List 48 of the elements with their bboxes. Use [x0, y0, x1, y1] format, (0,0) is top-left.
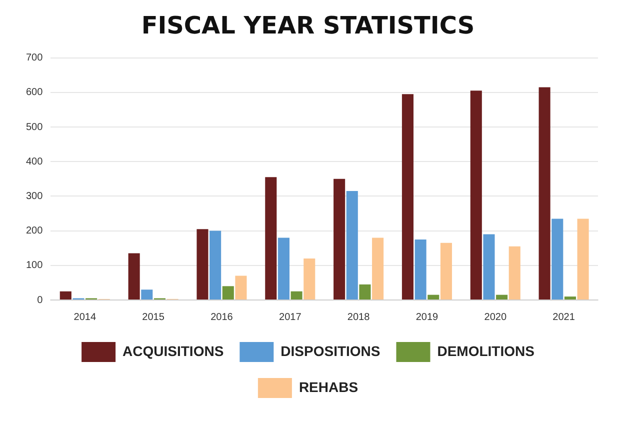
bar — [496, 294, 508, 300]
bar — [60, 291, 72, 300]
bar — [577, 218, 589, 300]
legend-label: REHABS — [298, 378, 358, 395]
bar — [414, 239, 426, 300]
bar — [470, 90, 482, 300]
x-tick-label: 2021 — [552, 312, 576, 323]
x-tick-label: 2018 — [347, 312, 370, 323]
bar — [428, 294, 440, 300]
bar — [334, 178, 346, 300]
y-tick-label: 100 — [26, 260, 44, 272]
x-tick-label: 2016 — [210, 312, 234, 323]
x-tick-label: 2015 — [142, 312, 165, 323]
bar — [196, 229, 208, 300]
bar — [210, 230, 222, 300]
y-tick-label: 600 — [26, 87, 44, 98]
bar — [278, 238, 290, 300]
bar — [265, 177, 277, 300]
x-tick-label: 2019 — [416, 312, 439, 323]
y-tick-label: 400 — [26, 156, 44, 168]
bar — [346, 191, 358, 300]
bar — [359, 284, 371, 300]
bar — [141, 290, 153, 300]
y-tick-label: 200 — [26, 226, 44, 237]
y-tick-label: 700 — [26, 52, 44, 64]
bar — [128, 253, 140, 300]
bar — [372, 238, 384, 300]
x-tick-label: 2017 — [279, 312, 302, 323]
bar — [483, 234, 495, 300]
y-tick-label: 300 — [26, 190, 44, 202]
bar — [290, 291, 302, 300]
bar — [508, 246, 520, 300]
bar — [538, 87, 550, 300]
y-tick-label: 0 — [37, 294, 44, 306]
x-tick-label: 2020 — [484, 312, 507, 323]
legend-label: DISPOSITIONS — [280, 342, 380, 359]
x-tick-label: 2014 — [74, 312, 96, 323]
legend-label: ACQUISITIONS — [122, 342, 224, 359]
bar — [440, 242, 452, 300]
bar — [552, 218, 564, 300]
bar — [235, 276, 247, 300]
chart-title: FISCAL YEAR STATISTICS — [141, 12, 475, 40]
bar — [304, 258, 316, 300]
y-tick-label: 500 — [26, 122, 44, 133]
bar — [402, 94, 414, 300]
bar — [222, 286, 234, 300]
bar — [564, 296, 576, 300]
legend-label: DEMOLITIONS — [437, 342, 534, 359]
